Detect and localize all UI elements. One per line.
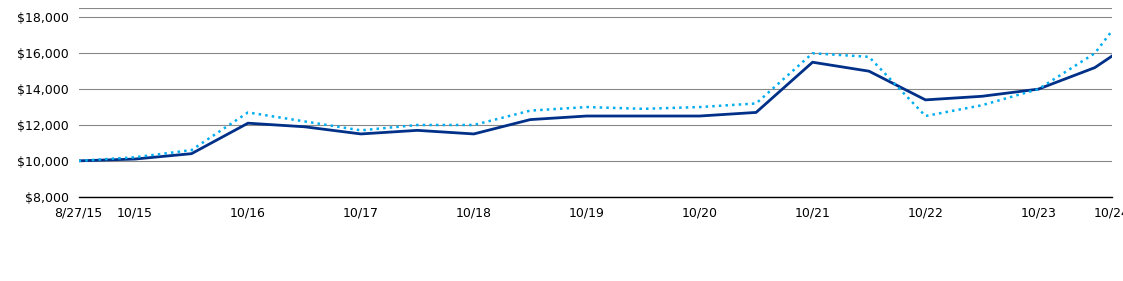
MSCI ACWI ex USA® Index (Net) - $17,236 <box>411 123 424 127</box>
Invesco Advantage International Fund Class R5 - $15,835 <box>128 157 141 161</box>
MSCI ACWI ex USA® Index (Net) - $17,236 <box>128 156 141 159</box>
Invesco Advantage International Fund Class R5 - $15,835 <box>467 132 481 136</box>
Invesco Advantage International Fund Class R5 - $15,835 <box>523 118 537 121</box>
MSCI ACWI ex USA® Index (Net) - $17,236 <box>919 114 932 118</box>
MSCI ACWI ex USA® Index (Net) - $17,236 <box>72 159 85 162</box>
Invesco Advantage International Fund Class R5 - $15,835 <box>72 159 85 162</box>
Invesco Advantage International Fund Class R5 - $15,835 <box>919 98 932 101</box>
Line: MSCI ACWI ex USA® Index (Net) - $17,236: MSCI ACWI ex USA® Index (Net) - $17,236 <box>79 31 1112 161</box>
MSCI ACWI ex USA® Index (Net) - $17,236 <box>579 105 593 109</box>
Invesco Advantage International Fund Class R5 - $15,835 <box>637 114 650 118</box>
Invesco Advantage International Fund Class R5 - $15,835 <box>354 132 367 136</box>
MSCI ACWI ex USA® Index (Net) - $17,236 <box>862 55 876 58</box>
MSCI ACWI ex USA® Index (Net) - $17,236 <box>749 102 763 105</box>
MSCI ACWI ex USA® Index (Net) - $17,236 <box>523 109 537 112</box>
MSCI ACWI ex USA® Index (Net) - $17,236 <box>298 120 311 123</box>
Invesco Advantage International Fund Class R5 - $15,835 <box>579 114 593 118</box>
MSCI ACWI ex USA® Index (Net) - $17,236 <box>693 105 706 109</box>
MSCI ACWI ex USA® Index (Net) - $17,236 <box>1088 52 1102 55</box>
MSCI ACWI ex USA® Index (Net) - $17,236 <box>467 123 481 127</box>
Invesco Advantage International Fund Class R5 - $15,835 <box>693 114 706 118</box>
MSCI ACWI ex USA® Index (Net) - $17,236 <box>637 107 650 110</box>
Legend: Invesco Advantage International Fund Class R5 - $15,835, MSCI ACWI ex USA® Index: Invesco Advantage International Fund Cla… <box>267 277 675 281</box>
Invesco Advantage International Fund Class R5 - $15,835 <box>862 69 876 73</box>
Invesco Advantage International Fund Class R5 - $15,835 <box>1088 66 1102 69</box>
MSCI ACWI ex USA® Index (Net) - $17,236 <box>1032 87 1046 91</box>
MSCI ACWI ex USA® Index (Net) - $17,236 <box>241 111 255 114</box>
Invesco Advantage International Fund Class R5 - $15,835 <box>298 125 311 128</box>
MSCI ACWI ex USA® Index (Net) - $17,236 <box>185 148 199 152</box>
Invesco Advantage International Fund Class R5 - $15,835 <box>411 129 424 132</box>
MSCI ACWI ex USA® Index (Net) - $17,236 <box>354 129 367 132</box>
MSCI ACWI ex USA® Index (Net) - $17,236 <box>1105 30 1119 33</box>
Invesco Advantage International Fund Class R5 - $15,835 <box>806 60 820 64</box>
Invesco Advantage International Fund Class R5 - $15,835 <box>1105 55 1119 58</box>
Invesco Advantage International Fund Class R5 - $15,835 <box>975 95 988 98</box>
Invesco Advantage International Fund Class R5 - $15,835 <box>185 152 199 155</box>
Invesco Advantage International Fund Class R5 - $15,835 <box>241 121 255 125</box>
MSCI ACWI ex USA® Index (Net) - $17,236 <box>806 52 820 55</box>
Invesco Advantage International Fund Class R5 - $15,835 <box>1032 87 1046 91</box>
MSCI ACWI ex USA® Index (Net) - $17,236 <box>975 104 988 107</box>
Line: Invesco Advantage International Fund Class R5 - $15,835: Invesco Advantage International Fund Cla… <box>79 56 1112 161</box>
Invesco Advantage International Fund Class R5 - $15,835 <box>749 111 763 114</box>
